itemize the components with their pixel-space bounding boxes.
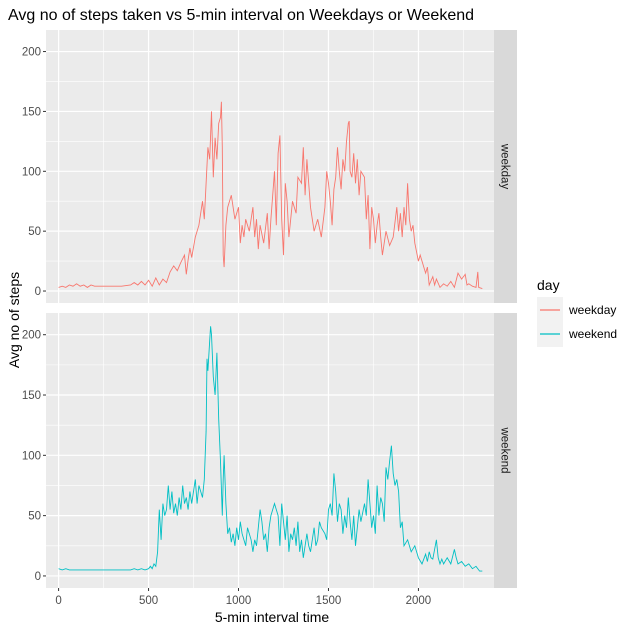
y-tick-label: 200	[22, 330, 41, 342]
x-tick-label: 1500	[316, 595, 342, 607]
x-tick-label: 2000	[406, 595, 432, 607]
panel-weekend: weekend	[46, 313, 517, 588]
legend: day weekday weekend	[537, 277, 617, 347]
panel-weekday-background	[46, 30, 494, 303]
y-tick-label: 150	[22, 106, 41, 118]
panel-weekday: weekday	[46, 30, 517, 303]
y-tick-label: 100	[22, 166, 41, 178]
legend-label-weekday: weekday	[568, 303, 616, 317]
x-ticks: 0 500 1000 1500 2000	[55, 588, 431, 607]
series-line-weekend	[58, 326, 483, 572]
strip-label-weekend: weekend	[499, 426, 511, 473]
y-axis-title: Avg no of steps	[6, 272, 22, 368]
panel-weekend-background	[46, 313, 494, 588]
y-tick-label: 200	[22, 47, 41, 59]
strip-label-weekday: weekday	[499, 143, 511, 190]
y-tick-label: 50	[28, 511, 41, 523]
x-tick-label: 1000	[226, 595, 252, 607]
x-axis-title: 5-min interval time	[215, 609, 330, 625]
strip-weekend	[494, 313, 517, 588]
series-line-weekday	[58, 101, 483, 290]
x-tick-label: 0	[55, 595, 61, 607]
x-tick-label: 500	[139, 595, 158, 607]
panel-weekend-grid	[46, 313, 494, 588]
y-tick-label: 0	[35, 571, 41, 583]
chart-title: Avg no of steps taken vs 5-min interval …	[8, 7, 474, 24]
y-tick-label: 100	[22, 450, 41, 462]
y-ticks-weekend: 0 50 100 150 200	[22, 330, 46, 583]
y-tick-label: 150	[22, 390, 41, 402]
legend-title: day	[537, 277, 560, 293]
legend-label-weekend: weekend	[568, 327, 617, 341]
y-ticks-weekday: 0 50 100 150 200	[22, 47, 46, 298]
y-tick-label: 0	[35, 286, 41, 298]
panel-weekday-grid	[46, 30, 494, 303]
strip-weekday	[494, 30, 517, 303]
y-tick-label: 50	[28, 226, 41, 238]
